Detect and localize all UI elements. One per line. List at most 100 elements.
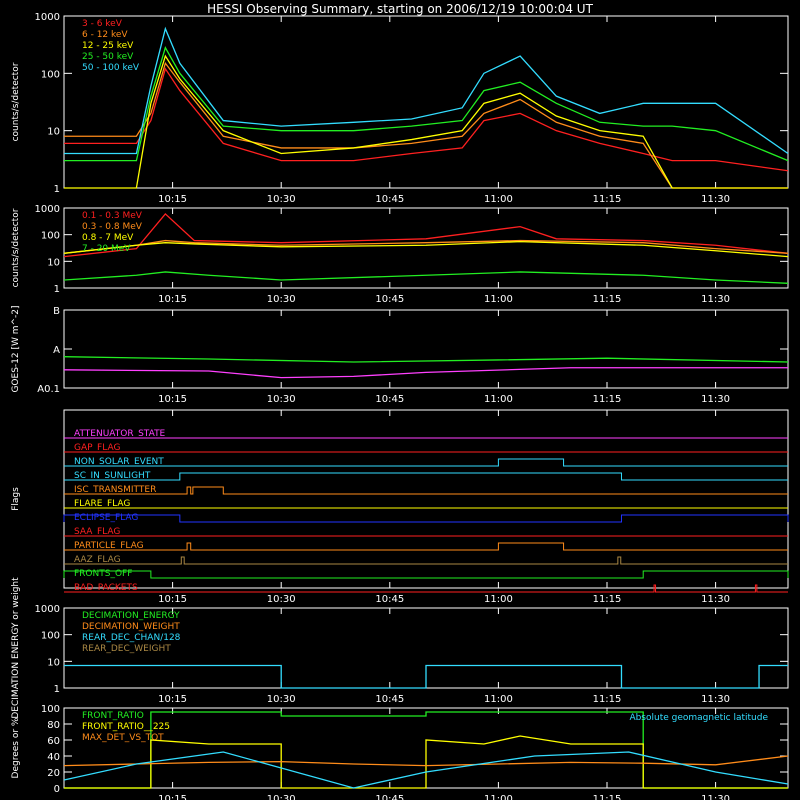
series-line	[64, 664, 788, 689]
series-line	[63, 239, 789, 254]
x-tick-label: 11:15	[593, 594, 622, 605]
series-line	[63, 367, 788, 379]
panel-flags: 10:15 10:30 10:45 11:00 11:15 11:30 Flags ATTEN…	[11, 409, 789, 605]
flag-label: NON_SOLAR_EVENT	[74, 457, 164, 467]
panel-frame	[63, 207, 789, 289]
flag-label: PARTICLE_FLAG	[74, 541, 144, 551]
y-tick-label: 100	[41, 69, 60, 80]
x-tick-label: 11:15	[593, 794, 622, 800]
x-tick-label: 11:00	[484, 694, 513, 705]
x-tick-label: 10:30	[267, 394, 296, 405]
legend-entry: REAR_DEC_WEIGHT	[82, 644, 171, 654]
series-line	[64, 46, 789, 162]
x-tick-label: 11:30	[701, 794, 730, 800]
x-tick-label: 11:30	[701, 594, 730, 605]
x-tick-label: 11:15	[593, 194, 622, 205]
x-tick-label: 10:15	[158, 394, 187, 405]
flag-label: AAZ_FLAG	[74, 555, 121, 565]
y-tick-label: 0	[54, 784, 60, 795]
flag-line	[63, 570, 789, 579]
legend-entry: 0.1 - 0.3 MeV	[82, 211, 143, 221]
series-line	[63, 240, 789, 258]
series-line	[63, 755, 789, 767]
y-axis-label: counts/s/detector	[11, 208, 21, 287]
y-tick-label: A	[53, 345, 60, 356]
flag-line	[64, 472, 788, 481]
y-axis-label: Degrees or %	[11, 717, 21, 778]
x-tick-label: 11:00	[484, 394, 513, 405]
figure-title: HESSI Observing Summary, starting on 200…	[207, 2, 593, 16]
x-tick-label: 10:30	[267, 794, 296, 800]
legend-entry: 50 - 100 keV	[82, 63, 140, 73]
legend-entry: 25 - 50 keV	[82, 52, 134, 62]
x-tick-label: 10:15	[158, 294, 187, 305]
x-tick-label: 10:15	[158, 794, 187, 800]
y-axis-label: Flags	[11, 487, 21, 511]
flag-label: SAA_FLAG	[74, 527, 120, 537]
series-line	[63, 751, 789, 789]
x-tick-label: 11:00	[484, 594, 513, 605]
panel-frame	[63, 409, 789, 589]
legend-entry: DECIMATION_WEIGHT	[82, 622, 180, 632]
legend-entry: 3 - 6 keV	[82, 19, 123, 29]
y-tick-label: 10	[47, 127, 60, 138]
y-tick-label: 80	[47, 720, 60, 731]
flag-line	[64, 584, 788, 593]
flag-label: ISC_TRANSMITTER	[74, 485, 156, 495]
flag-line	[64, 486, 788, 495]
flag-label: FRONTS_OFF	[74, 569, 132, 579]
x-tick-label: 10:30	[267, 294, 296, 305]
y-tick-label: 1000	[35, 604, 60, 615]
legend-entry: 7 - 20 MeV	[82, 244, 131, 254]
panel-photon-rates-low: 10:15 10:30 10:45 11:00 11:15 11:30 counts/s/d…	[11, 12, 789, 205]
x-tick-label: 11:00	[484, 794, 513, 800]
legend-entry: 0.8 - 7 MeV	[82, 233, 134, 243]
series-line	[63, 212, 789, 258]
y-tick-label: 1000	[35, 204, 60, 215]
y-axis-label: GOES-12 [W m^-2]	[11, 305, 21, 392]
x-tick-label: 11:30	[701, 394, 730, 405]
x-tick-label: 11:30	[701, 694, 730, 705]
x-tick-label: 10:45	[375, 394, 404, 405]
y-axis-label: counts/s/detector	[11, 62, 21, 141]
panel-decimation: 10:15 10:30 10:45 11:00 11:15 11:30 DECIMATION…	[11, 577, 789, 719]
x-tick-label: 10:15	[158, 194, 187, 205]
series-line	[64, 735, 788, 789]
series-line	[64, 26, 789, 155]
y-tick-label: 60	[47, 736, 60, 747]
legend-entry: REAR_DEC_CHAN/128	[82, 633, 181, 643]
x-tick-label: 11:00	[484, 294, 513, 305]
flag-line	[64, 556, 788, 565]
flag-label: FLARE_FLAG	[74, 499, 130, 509]
y-tick-label: 20	[47, 768, 60, 779]
x-tick-label: 11:15	[593, 294, 622, 305]
flag-line	[64, 542, 788, 551]
flag-label: SC_IN_SUNLIGHT	[74, 471, 151, 481]
panel-annotation: Absolute geomagnetic latitude	[629, 713, 768, 723]
x-tick-label: 10:45	[375, 694, 404, 705]
x-tick-label: 11:30	[701, 194, 730, 205]
y-tick-label: 100	[41, 631, 60, 642]
panel-goes-flux: 10:15 10:30 10:45 11:00 11:15 11:30 GOES-12 [W…	[11, 305, 789, 405]
x-tick-label: 10:15	[158, 594, 187, 605]
flag-line	[64, 458, 788, 467]
flag-line	[63, 514, 789, 523]
x-tick-label: 10:30	[267, 594, 296, 605]
y-tick-label: 10	[47, 257, 60, 268]
panel-photon-rates-high: 10:15 10:30 10:45 11:00 11:15 11:30 counts/s/d…	[11, 204, 789, 305]
series-line	[63, 356, 789, 363]
panel-ratios: 10:15 10:30 10:45 11:00 11:15 11:30 Degrees or…	[11, 704, 789, 800]
x-tick-label: 11:15	[593, 694, 622, 705]
y-tick-label: 1	[54, 684, 60, 695]
flag-label: ECLIPSE_FLAG	[74, 513, 138, 523]
x-tick-label: 11:30	[701, 294, 730, 305]
legend-entry: FRONT_RATIO__225	[82, 722, 170, 732]
x-tick-label: 10:15	[158, 694, 187, 705]
legend-entry: DECIMATION_ENERGY	[82, 611, 180, 621]
legend-entry: 12 - 25 keV	[82, 41, 134, 51]
x-tick-label: 10:30	[267, 694, 296, 705]
y-tick-label: 1	[54, 284, 60, 295]
x-tick-label: 10:30	[267, 194, 296, 205]
series-line	[64, 61, 788, 189]
flag-label: BAD_PACKETS	[74, 583, 138, 593]
